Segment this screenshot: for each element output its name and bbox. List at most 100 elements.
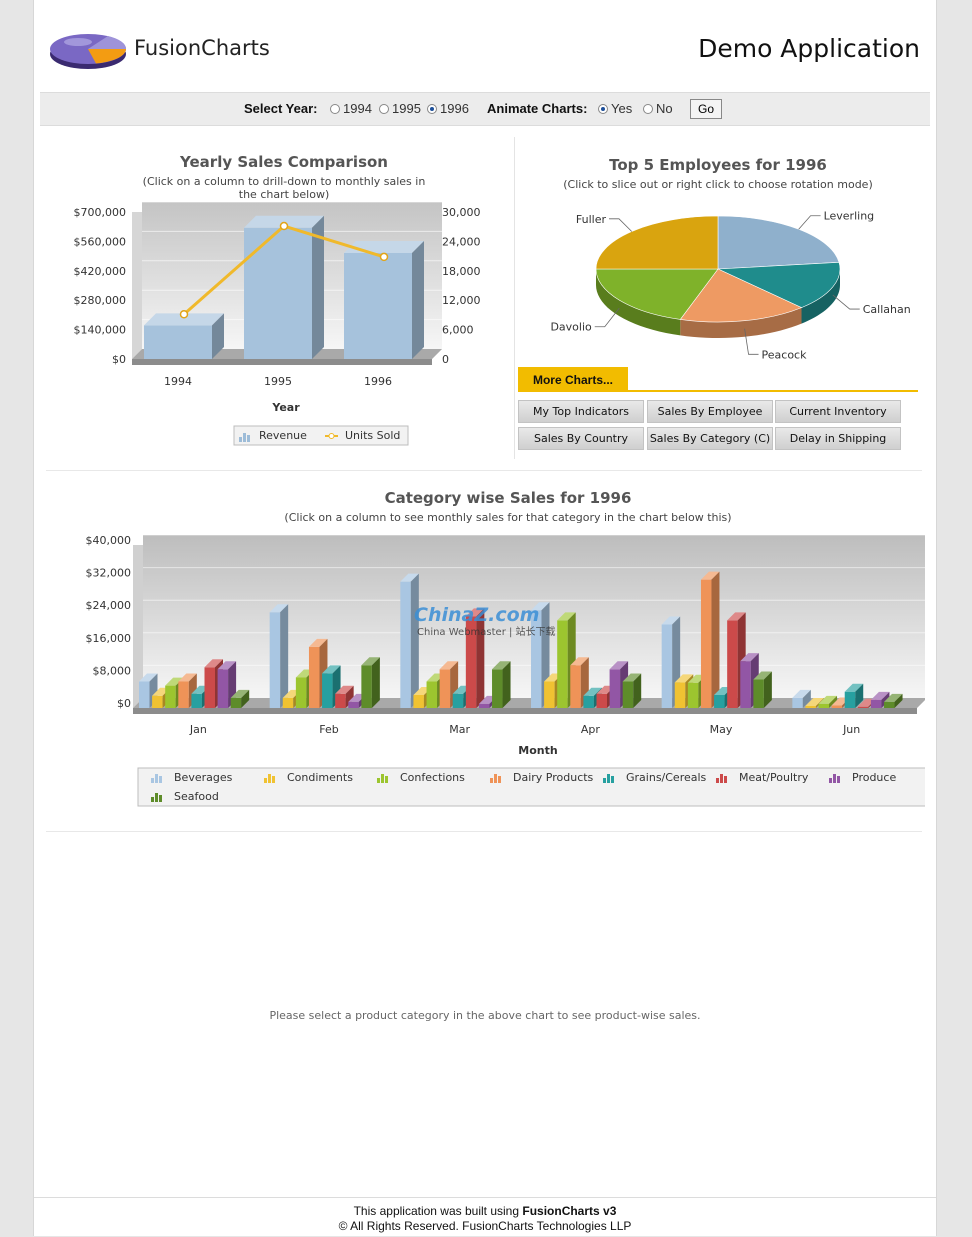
bar-top: [244, 215, 324, 228]
bar-front: [361, 665, 372, 708]
bar-front: [884, 701, 895, 708]
go-button[interactable]: Go: [690, 99, 722, 119]
bar-front: [622, 681, 634, 708]
plot-floor-edge: [132, 359, 432, 365]
section-divider: [46, 831, 922, 832]
legend-series-icon: [494, 774, 497, 783]
units-sold-point: [179, 310, 189, 319]
more-charts-tab[interactable]: More Charts...: [518, 367, 628, 391]
bar-front: [531, 610, 542, 708]
bar-top: [400, 573, 419, 582]
sales-by-country-button[interactable]: Sales By Country: [518, 427, 644, 450]
bar-front: [805, 705, 816, 708]
y2-tick-label: 0: [442, 353, 449, 366]
legend-item-label: Beverages: [174, 771, 233, 784]
legend-item-label: Confections: [400, 771, 465, 784]
pie-label-line: [798, 215, 821, 230]
x-tick-label: 1995: [264, 375, 292, 388]
legend-series-icon: [381, 774, 384, 783]
my-top-indicators-button[interactable]: My Top Indicators: [518, 400, 644, 423]
bar-top: [700, 571, 720, 580]
category-bar: [700, 571, 720, 708]
bar-front: [282, 697, 294, 708]
plot-area: $0 0 $140,000 6,000 $280,000 12,000 $420,000 18…: [74, 201, 480, 446]
y-tick-label: $8,000: [93, 664, 132, 677]
legend-series-icon: [377, 778, 380, 783]
bar-front: [178, 681, 189, 708]
category-bar: [335, 685, 354, 708]
pie-slice-label: Callahan: [863, 303, 911, 316]
y2-tick-label: 30,000: [442, 206, 480, 219]
bar-front: [870, 699, 882, 708]
radio-year-1995[interactable]: 1995: [379, 101, 421, 116]
bar-top: [622, 673, 642, 682]
legend-series-icon: [151, 797, 154, 802]
pie-slice: [717, 215, 840, 270]
bar-front: [400, 581, 411, 708]
legend-item-label: Meat/Poultry: [739, 771, 809, 784]
bar-front: [308, 646, 320, 708]
bar-front: [727, 620, 738, 708]
revenue-bar: [344, 240, 424, 359]
yearly-sales-chart[interactable]: Yearly Sales Comparison (Click on a colu…: [40, 146, 480, 466]
bar-top: [792, 689, 811, 698]
radio-animate-yes[interactable]: Yes: [598, 101, 632, 116]
bar-top: [557, 612, 576, 621]
radio-icon: [379, 104, 389, 114]
pie-slice-label: Fuller: [576, 213, 607, 226]
bar-front: [413, 694, 424, 708]
radio-animate-no[interactable]: No: [643, 101, 673, 116]
bar-side: [212, 313, 224, 359]
watermark-subtext: China Webmaster | 站长下载: [417, 625, 556, 638]
plot-floor-edge: [133, 708, 917, 714]
bar-front: [700, 579, 712, 708]
bar-top: [361, 657, 380, 666]
legend-box: [233, 425, 409, 446]
y-tick-label: $140,000: [74, 324, 127, 337]
bar-top: [204, 659, 223, 668]
sales-by-category-button[interactable]: Sales By Category (C): [647, 427, 773, 450]
chart-title: Top 5 Employees for 1996: [609, 156, 827, 174]
bar-side: [371, 657, 380, 708]
y2-tick-label: 12,000: [442, 294, 480, 307]
bar-front: [661, 624, 673, 708]
current-inventory-button[interactable]: Current Inventory: [775, 400, 901, 423]
radio-selected-icon: [427, 104, 437, 114]
bar-side: [881, 691, 890, 708]
category-sales-chart[interactable]: Category wise Sales for 1996 (Click on a…: [45, 480, 925, 825]
legend-series-icon: [159, 795, 162, 802]
bar-front: [295, 677, 307, 708]
bar-top: [465, 608, 485, 617]
units-sold-point: [379, 252, 389, 262]
x-tick-label: Mar: [449, 723, 470, 736]
sales-by-employee-button[interactable]: Sales By Employee: [647, 400, 773, 423]
bar-side: [802, 689, 811, 708]
bar-top: [805, 697, 824, 706]
bar-top: [217, 661, 237, 670]
radio-year-1996[interactable]: 1996: [427, 101, 469, 116]
bar-side: [894, 693, 903, 708]
bar-front: [857, 706, 869, 708]
radio-year-1994[interactable]: 1994: [330, 101, 372, 116]
delay-in-shipping-button[interactable]: Delay in Shipping: [775, 427, 901, 450]
x-axis-title: Month: [518, 744, 557, 757]
pie-slice-side: [596, 269, 681, 336]
y2-tick-label: 6,000: [442, 324, 474, 337]
legend-series-icon: [264, 778, 267, 783]
chart-legend: Revenue Units Sold: [233, 425, 409, 446]
bar-front: [570, 665, 581, 708]
top-employees-pie-chart[interactable]: Top 5 Employees for 1996 (Click to slice…: [518, 150, 918, 360]
bar-top: [308, 638, 328, 647]
chart-subtitle: (Click on a column to see monthly sales …: [284, 511, 731, 524]
bar-front: [583, 695, 594, 708]
pie-slice: [595, 215, 719, 270]
category-bar: [230, 689, 250, 708]
legend-series-icon: [272, 776, 275, 783]
bar-front: [674, 682, 686, 708]
legend-series-icon: [490, 778, 493, 783]
legend-item-label: Revenue: [259, 429, 307, 442]
legend-revenue-icon: [243, 433, 246, 442]
bar-front: [687, 682, 699, 708]
pie-slice-label: Davolio: [550, 321, 592, 334]
y-tick-label: $16,000: [86, 632, 132, 645]
